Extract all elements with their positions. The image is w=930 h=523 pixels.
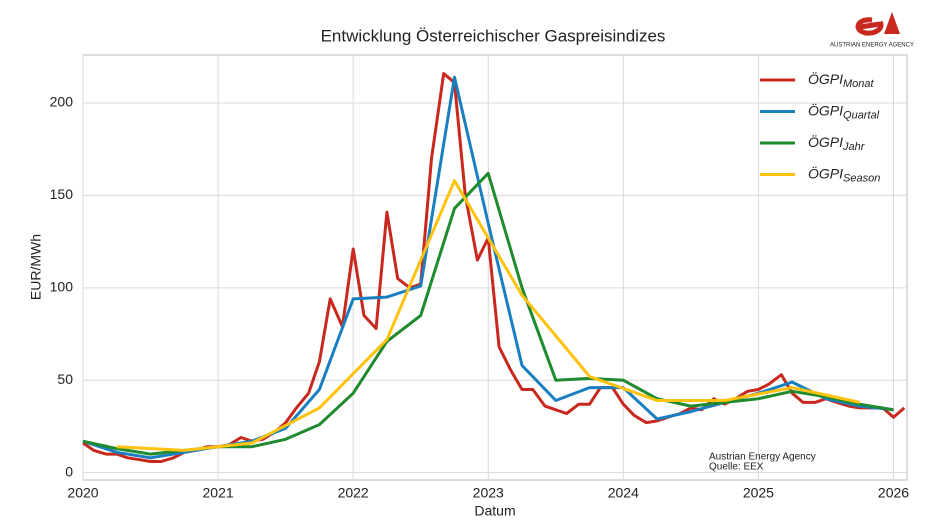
legend-label: ÖGPIJahr xyxy=(808,133,866,153)
x-tick-label: 2025 xyxy=(743,485,774,501)
y-tick-label: 0 xyxy=(65,463,73,479)
logo-text: AUSTRIAN ENERGY AGENCY xyxy=(830,43,914,49)
x-axis-label: Datum xyxy=(474,503,515,519)
annotation: Austrian Energy Agency xyxy=(709,452,816,463)
x-tick-label: 2020 xyxy=(67,485,98,501)
x-tick-label: 2022 xyxy=(338,485,369,501)
legend-subscript: Jahr xyxy=(842,141,866,153)
y-tick-label: 200 xyxy=(50,94,74,110)
y-tick-label: 50 xyxy=(57,371,73,387)
legend-subscript: Monat xyxy=(843,78,875,90)
legend-subscript: Season xyxy=(843,172,880,184)
grid xyxy=(82,55,907,480)
y-axis-label: EUR/MWh xyxy=(28,234,44,300)
legend-name: ÖGPI xyxy=(808,70,843,87)
x-tick-label: 2021 xyxy=(203,485,234,501)
legend-label: ÖGPISeason xyxy=(808,164,880,184)
annotation: Quelle: EEX xyxy=(709,462,764,473)
logo-mark xyxy=(855,17,884,36)
legend-label: ÖGPIQuartal xyxy=(808,101,880,121)
logo-mark xyxy=(884,12,900,34)
legend-name: ÖGPI xyxy=(808,133,843,150)
series-line xyxy=(116,179,861,452)
chart-title: Entwicklung Österreichischer Gaspreisind… xyxy=(321,26,666,45)
x-tick-label: 2024 xyxy=(608,485,639,501)
logo: AUSTRIAN ENERGY AGENCY xyxy=(830,12,914,49)
x-tick-label: 2026 xyxy=(878,485,909,501)
legend-label: ÖGPIMonat xyxy=(808,70,875,90)
legend-name: ÖGPI xyxy=(808,101,843,118)
legend-name: ÖGPI xyxy=(808,164,843,181)
plot-area xyxy=(82,54,908,481)
y-tick-label: 100 xyxy=(50,279,74,295)
x-tick-label: 2023 xyxy=(473,485,504,501)
legend-subscript: Quartal xyxy=(843,109,880,121)
y-tick-label: 150 xyxy=(50,186,74,202)
